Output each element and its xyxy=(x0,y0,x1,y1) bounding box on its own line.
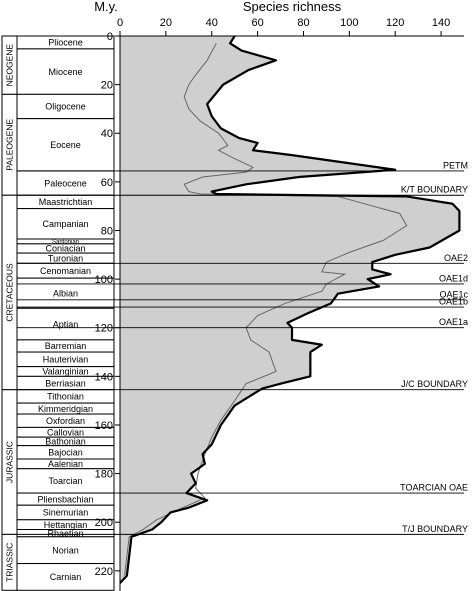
stage-label: Aptian xyxy=(53,319,79,329)
axes: 0 20 40 60 80 100 120 140 0 20 40 60 80 100 120 140 160 1… xyxy=(95,17,464,591)
stage-label: Maastrichtian xyxy=(39,197,93,207)
stage-box xyxy=(16,93,115,120)
series-thick-line xyxy=(119,35,461,584)
stage-label: Norian xyxy=(52,545,79,555)
x-tick-label: 120 xyxy=(386,17,404,29)
x-tick-label: 40 xyxy=(206,17,218,29)
stage-label: Cenomanian xyxy=(40,266,91,276)
richness-area-fill xyxy=(120,36,460,583)
y-tick-label: 140 xyxy=(95,371,113,383)
boundary-label: OAE1c xyxy=(439,289,468,299)
x-tick-label: 80 xyxy=(297,17,309,29)
stage-label: Kimmeridgian xyxy=(38,404,93,414)
stage-label: Aalenian xyxy=(48,459,83,469)
y-tick-label: 40 xyxy=(101,128,113,140)
stage-label: Callovian xyxy=(47,428,84,438)
stage-box xyxy=(16,468,115,494)
y-tick-label: 120 xyxy=(95,323,113,335)
era-label: PALEOGENE xyxy=(5,119,15,171)
era-label: CRETACEOUS xyxy=(5,263,15,322)
y-tick-label: 200 xyxy=(95,517,113,529)
stage-label: Oxfordian xyxy=(46,416,85,426)
stage-label: Oligocene xyxy=(45,102,86,112)
boundary-label: PETM xyxy=(443,160,468,170)
stage-label: Hettangian xyxy=(44,520,88,530)
stage-box xyxy=(16,536,115,565)
stage-label: Bathonian xyxy=(45,437,86,447)
stage-label: Pliocene xyxy=(48,38,83,48)
x-tick-label: 0 xyxy=(117,17,123,29)
stage-label: Berriasian xyxy=(45,378,86,388)
stage-label: Barremian xyxy=(45,341,87,351)
stage-label: Valanginian xyxy=(42,367,88,377)
plot-area xyxy=(119,35,461,584)
stage-label: Coniacian xyxy=(45,244,85,254)
y-tick-label: 20 xyxy=(101,80,113,92)
y-tick-label: 180 xyxy=(95,469,113,481)
boundary-label: TOARCIAN OAE xyxy=(400,483,468,493)
stage-label: Hauterivian xyxy=(43,355,89,365)
y-tick-label: 220 xyxy=(95,566,113,578)
x-tick-label: 100 xyxy=(340,17,358,29)
stage-label: Paleocene xyxy=(44,178,87,188)
era-label: NEOGENE xyxy=(5,44,15,87)
y-tick-label: 100 xyxy=(95,274,113,286)
boundary-label: OAE1a xyxy=(439,317,468,327)
stage-label: Toarcian xyxy=(48,476,82,486)
stage-label: Rhaetian xyxy=(47,528,83,538)
stage-label: Turonian xyxy=(48,253,83,263)
stage-label: Pliensbachian xyxy=(37,494,93,504)
stage-column: Pliocene Miocene Oligocene Eocene Paleocene M… xyxy=(16,35,115,591)
series-thin-line xyxy=(124,43,408,576)
stage-label: Campanian xyxy=(42,219,88,229)
stage-box xyxy=(16,277,115,309)
x-tick-label: 20 xyxy=(160,17,172,29)
boundary-label: J/C BOUNDARY xyxy=(401,379,468,389)
stage-label: Miocene xyxy=(48,67,82,77)
boundary-label: OAE1d xyxy=(439,273,468,283)
stage-box xyxy=(16,307,115,341)
boundary-label: K/T BOUNDARY xyxy=(401,185,468,195)
x-tick-label: 60 xyxy=(251,17,263,29)
stage-label: Albian xyxy=(53,288,78,298)
era-label: JURASSIC xyxy=(5,441,15,483)
stage-label: Santonian xyxy=(52,240,79,246)
stage-box xyxy=(16,208,115,240)
era-label: TRIASSIC xyxy=(5,543,15,582)
x-tick-label: 140 xyxy=(432,17,450,29)
boundary-label: T/J BOUNDARY xyxy=(402,524,468,534)
y-tick-label: 0 xyxy=(107,31,113,43)
y-tick-label: 60 xyxy=(101,177,113,189)
boundary-label: OAE2 xyxy=(444,253,468,263)
x-axis-label: Species richness xyxy=(243,0,342,14)
stage-box xyxy=(16,563,115,591)
stage-box xyxy=(16,48,115,95)
y-tick-label: 160 xyxy=(95,420,113,432)
stage-label: Carnian xyxy=(50,572,82,582)
stage-label: Eocene xyxy=(50,140,81,150)
stage-label: Bajocian xyxy=(48,448,83,458)
stage-label: Sinemurian xyxy=(43,508,89,518)
stage-box xyxy=(16,118,115,172)
y-tick-label: 80 xyxy=(101,225,113,237)
stage-label: Tithonian xyxy=(47,392,84,402)
y-axis-label: M.y. xyxy=(94,0,118,14)
era-column: NEOGENE PALEOGENE CRETACEOUS JURASSIC TRIASS… xyxy=(1,35,18,591)
boundary-label: OAE1b xyxy=(439,297,468,307)
